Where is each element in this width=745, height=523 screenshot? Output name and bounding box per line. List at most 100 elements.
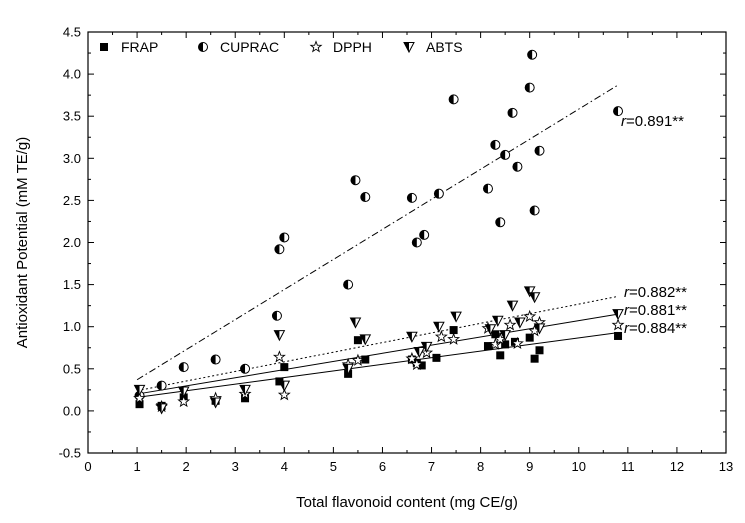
x-tick-label: 13 [719, 459, 733, 474]
circle-half-fill [279, 232, 285, 242]
correlation-label-dpph: r=0.881** [624, 302, 687, 319]
y-tick-label: 0.5 [63, 361, 81, 376]
point-frap-22 [535, 346, 544, 355]
point-cuprac-24 [529, 205, 540, 216]
square-glyph [100, 43, 108, 51]
y-tick-label: 1.0 [63, 319, 81, 334]
circle-half-fill [449, 94, 454, 104]
circle-half-fill [512, 162, 518, 172]
y-tick-label: -0.5 [59, 446, 81, 461]
star-glyph [133, 391, 146, 404]
point-frap-0 [135, 400, 144, 409]
point-abts-4 [239, 384, 251, 396]
triangle-half-fill [524, 286, 530, 297]
triangle-half-fill [240, 385, 246, 395]
point-cuprac-9 [350, 175, 361, 186]
x-tick-label: 4 [281, 459, 288, 474]
y-tick-label: 3.5 [63, 109, 81, 124]
circle-half-fill [179, 362, 184, 372]
point-abts-21 [528, 292, 541, 304]
star-glyph [309, 40, 323, 53]
triangle-half-fill [404, 42, 409, 52]
point-abts-9 [359, 334, 372, 346]
point-abts-7 [342, 363, 354, 375]
point-cuprac-1 [156, 380, 167, 391]
point-cuprac-26 [613, 106, 624, 117]
point-frap-23 [614, 331, 623, 340]
circle-half-fill [240, 364, 246, 374]
x-tick-label: 5 [330, 459, 337, 474]
square-glyph [361, 355, 370, 364]
point-abts-5 [273, 330, 286, 342]
star-glyph [434, 330, 448, 343]
square-glyph [417, 361, 426, 370]
point-abts-18 [506, 300, 519, 312]
triangle-half-fill [433, 322, 439, 332]
legend-label-abts: ABTS [426, 39, 463, 55]
correlation-label-frap: r=0.884** [624, 320, 687, 337]
point-cuprac-10 [360, 192, 371, 203]
x-tick-label: 8 [477, 459, 484, 474]
triangle-half-fill [500, 330, 506, 341]
x-tick-label: 11 [621, 459, 635, 474]
circle-half-fill [419, 230, 425, 240]
triangle-half-fill [529, 292, 535, 303]
point-cuprac-25 [534, 145, 545, 156]
star-glyph [447, 332, 461, 345]
r-value: =0.884** [629, 320, 687, 337]
point-dpph-19 [523, 309, 537, 323]
y-tick-label: 4.0 [63, 67, 81, 82]
circle-half-fill [412, 238, 417, 247]
x-axis-label: Total flavonoid content (mg CE/g) [296, 494, 518, 511]
star-glyph [177, 394, 191, 408]
point-cuprac-4 [240, 363, 251, 374]
triangle-half-fill [406, 332, 412, 342]
star-glyph [611, 318, 625, 331]
point-abts-0 [133, 384, 146, 396]
point-cuprac-18 [495, 217, 506, 228]
point-cuprac-6 [274, 244, 285, 255]
point-frap-20 [525, 333, 534, 342]
triangle-half-fill [492, 316, 498, 326]
star-glyph [272, 350, 286, 363]
point-cuprac-17 [490, 139, 501, 150]
square-glyph [614, 331, 623, 340]
point-cuprac-16 [482, 183, 493, 194]
triangle-half-fill [178, 387, 184, 397]
point-dpph-5 [272, 350, 286, 363]
point-abts-6 [278, 380, 291, 392]
square-glyph [449, 326, 458, 335]
triangle-half-fill [613, 309, 619, 320]
r-symbol: r [621, 113, 627, 130]
correlation-label-abts: r=0.882** [624, 284, 687, 301]
point-abts-14 [450, 311, 462, 323]
star-glyph [277, 388, 291, 401]
x-tick-label: 3 [232, 459, 239, 474]
point-cuprac-8 [343, 279, 354, 290]
circle-half-fill [495, 217, 501, 227]
trend-line-cuprac [136, 84, 619, 381]
point-dpph-9 [405, 351, 419, 365]
point-cuprac-22 [524, 82, 535, 93]
r-value: =0.881** [629, 302, 687, 319]
point-dpph-0 [133, 391, 146, 404]
y-axis-label: Antioxidant Potential (mM TE/g) [14, 137, 31, 348]
square-glyph [353, 336, 362, 345]
point-cuprac-2 [178, 362, 189, 373]
circle-half-fill [274, 244, 280, 254]
circle-half-fill [360, 192, 366, 202]
point-abts-17 [499, 330, 511, 342]
triangle-half-fill [485, 324, 491, 335]
x-tick-label: 0 [84, 459, 91, 474]
circle-half-fill [350, 175, 356, 185]
point-abts-15 [484, 324, 497, 336]
x-tick-label: 12 [670, 459, 684, 474]
square-glyph [280, 363, 289, 372]
point-frap-14 [449, 326, 458, 335]
point-cuprac-7 [279, 232, 290, 243]
triangle-half-fill [350, 317, 356, 328]
trend-line-dpph [136, 313, 619, 395]
trend-line-frap [137, 332, 619, 398]
r-symbol: r [624, 284, 630, 301]
